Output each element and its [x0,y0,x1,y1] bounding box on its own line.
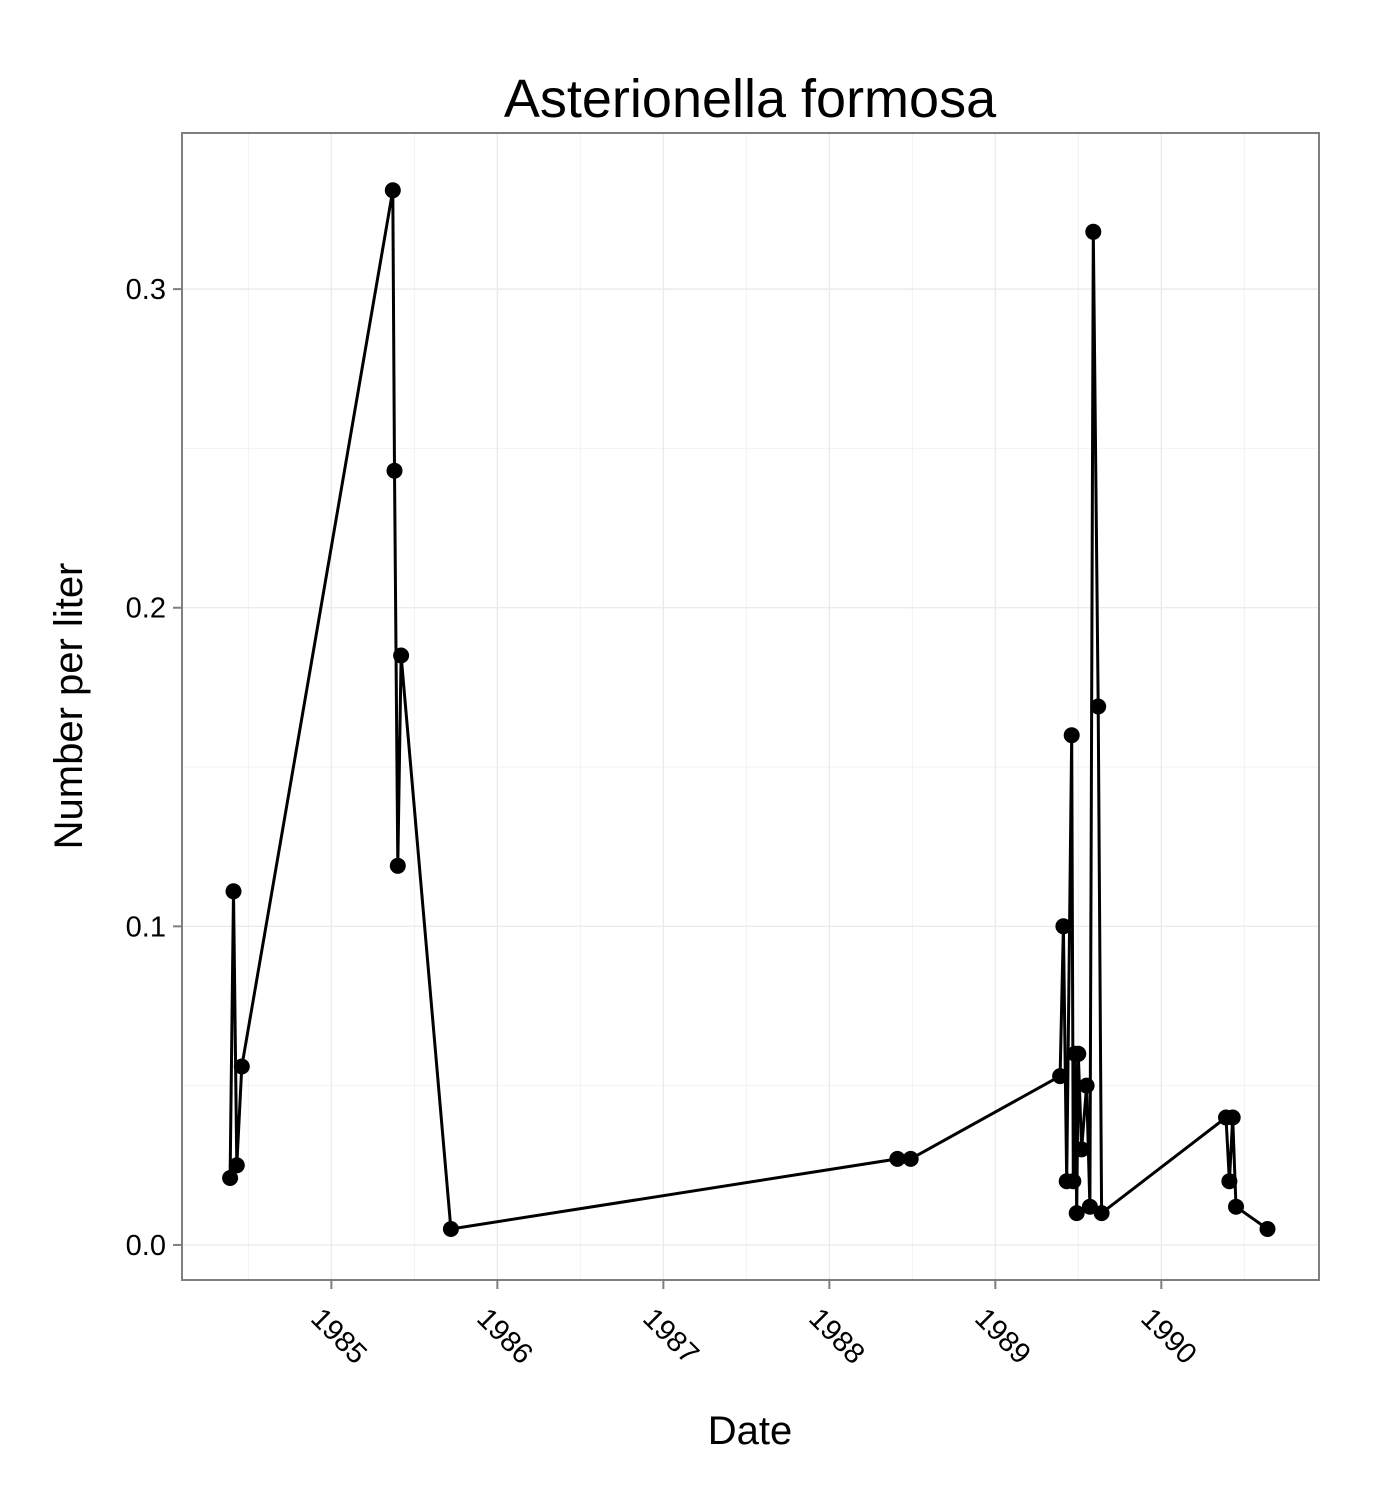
plot-panel [182,133,1319,1280]
data-point [1259,1221,1276,1237]
data-point [389,857,406,874]
data-point [384,182,401,199]
x-tick-label: 1986 [470,1302,538,1370]
data-point [889,1150,906,1167]
data-point [902,1150,919,1167]
data-point [1081,1198,1098,1215]
data-point [442,1221,459,1237]
data-point [1221,1173,1238,1190]
data-point [1068,1205,1085,1222]
data-point [1070,1045,1087,1062]
data-points [222,182,1276,1237]
y-tick-label: 0.1 [126,911,166,943]
x-tick-label: 1990 [1134,1302,1202,1370]
data-point [1063,727,1080,744]
data-point [1085,223,1102,240]
y-axis-title: Number per liter [47,563,91,850]
x-tick-label: 1988 [802,1302,870,1370]
x-axis-title: Date [708,1409,793,1453]
data-point [386,462,403,479]
data-point [233,1058,250,1075]
data-point [1224,1109,1241,1126]
data-point [228,1157,245,1174]
data-point [1052,1068,1069,1085]
data-point [1055,918,1072,935]
series-line-layer [228,188,1269,1231]
x-tick-label: 1985 [304,1302,372,1370]
data-point [1065,1173,1082,1190]
data-point [1078,1077,1095,1094]
x-tick-label: 1987 [636,1302,704,1370]
chart-title: Asterionella formosa [504,69,997,129]
data-point [1073,1141,1090,1158]
data-point [222,1170,239,1186]
data-point [1093,1205,1110,1222]
y-tick-label: 0.0 [126,1230,166,1262]
y-tick-label: 0.3 [126,274,166,306]
series-line [228,188,1269,1231]
data-point [1228,1198,1244,1215]
x-tick-label: 1989 [968,1302,1036,1370]
data-point [225,883,242,900]
plot-border [181,132,1320,1281]
grid-lines [182,133,1319,1280]
y-tick-label: 0.2 [126,593,166,625]
data-point [1090,698,1107,715]
data-point [393,647,410,664]
